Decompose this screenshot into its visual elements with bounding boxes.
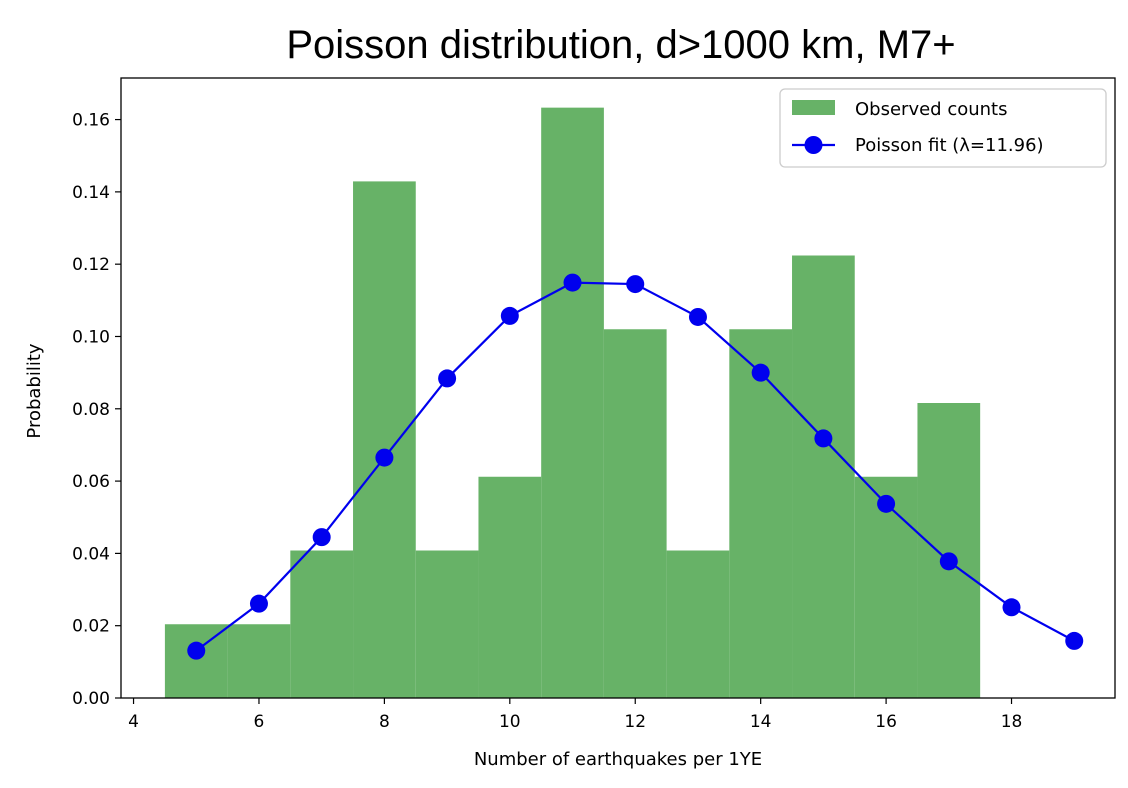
x-tick-label: 14 — [750, 712, 772, 732]
legend-label-observed: Observed counts — [855, 99, 1007, 120]
y-tick-label: 0.14 — [72, 183, 110, 203]
poisson-fit-point — [563, 273, 582, 292]
histogram-bar — [353, 181, 416, 699]
histogram-bar — [290, 550, 354, 698]
poisson-fit-point — [1065, 631, 1084, 650]
histogram-bars — [164, 107, 981, 699]
histogram-bar — [854, 476, 918, 698]
y-tick-label: 0.12 — [72, 255, 110, 275]
histogram-bar — [729, 329, 793, 698]
y-axis-ticks: 0.00 0.02 0.04 0.06 0.08 0.10 0.12 0.14 0.16 — [72, 111, 121, 709]
poisson-fit-point — [500, 306, 519, 325]
poisson-fit-point — [438, 369, 457, 388]
poisson-fit-series — [187, 273, 1084, 660]
legend: Observed counts Poisson fit (λ=11.96) — [779, 88, 1107, 168]
histogram-bar — [415, 550, 479, 698]
histogram-bar — [227, 624, 291, 698]
chart-title: Poisson distribution, d>1000 km, M7+ — [286, 23, 955, 67]
y-tick-label: 0.02 — [72, 617, 110, 637]
x-tick-label: 4 — [128, 712, 139, 732]
histogram-bar — [666, 550, 730, 698]
x-tick-label: 10 — [499, 712, 521, 732]
y-tick-label: 0.04 — [72, 544, 110, 564]
poisson-fit-point — [249, 594, 268, 613]
y-tick-label: 0.08 — [72, 400, 110, 420]
y-axis-label: Probability — [24, 343, 45, 438]
y-tick-label: 0.16 — [72, 111, 110, 131]
histogram-bar — [164, 624, 228, 698]
legend-box — [779, 88, 1107, 168]
histogram-bar — [541, 107, 604, 699]
poisson-fit-point — [626, 275, 645, 294]
poisson-fit-point — [688, 307, 707, 326]
x-axis-ticks: 4 6 8 10 12 14 16 18 — [128, 698, 1022, 732]
x-tick-label: 12 — [624, 712, 646, 732]
plot-frame — [120, 77, 1116, 699]
x-tick-label: 8 — [379, 712, 390, 732]
histogram-bar — [478, 476, 542, 698]
poisson-fit-point — [375, 448, 394, 467]
poisson-fit-point — [814, 429, 833, 448]
y-tick-label: 0.06 — [72, 472, 110, 492]
legend-swatch-observed — [792, 100, 835, 115]
y-tick-label: 0.00 — [72, 689, 110, 709]
histogram-bar — [792, 255, 855, 698]
x-tick-label: 16 — [875, 712, 897, 732]
poisson-fit-point — [187, 641, 206, 660]
y-tick-label: 0.10 — [72, 327, 110, 347]
histogram-bar — [917, 403, 981, 698]
histogram-bar — [603, 329, 667, 698]
poisson-fit-point — [312, 528, 331, 547]
poisson-fit-point — [939, 552, 958, 571]
legend-label-poisson: Poisson fit (λ=11.96) — [855, 135, 1044, 156]
poisson-fit-point — [751, 363, 770, 382]
poisson-fit-point — [1002, 598, 1021, 617]
x-axis-label: Number of earthquakes per 1YE — [474, 749, 762, 770]
poisson-fit-point — [877, 494, 896, 513]
x-tick-label: 6 — [254, 712, 265, 732]
x-tick-label: 18 — [1001, 712, 1023, 732]
legend-swatch-poisson-marker — [804, 136, 823, 154]
